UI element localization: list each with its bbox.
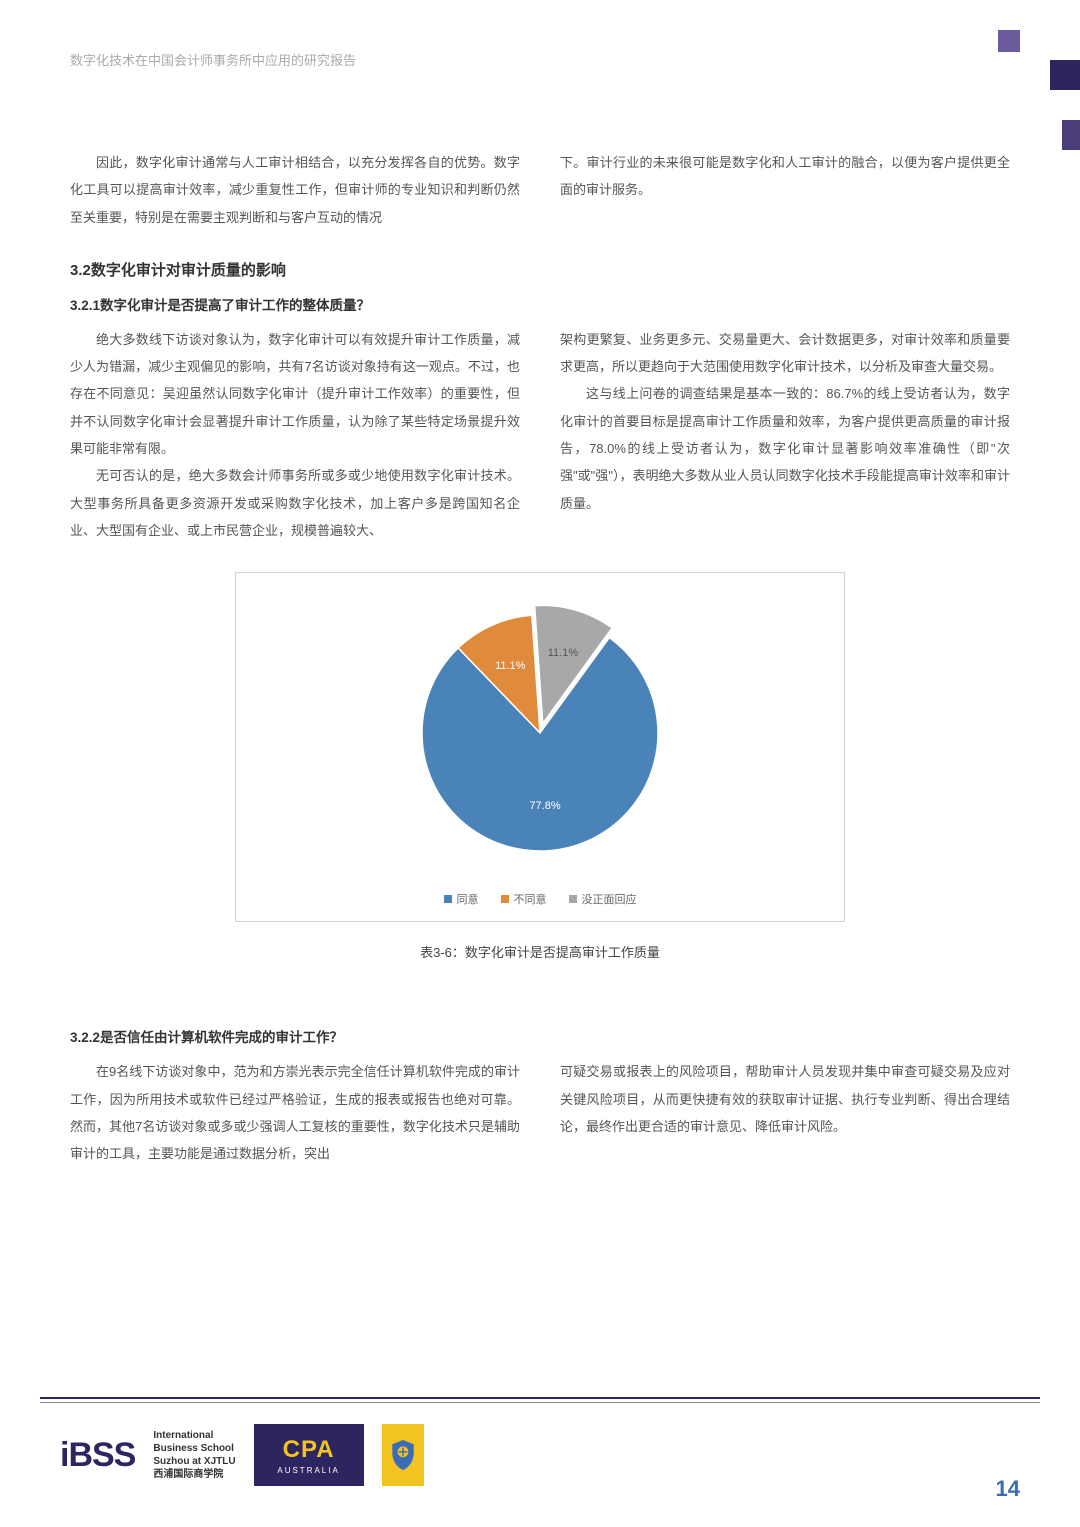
intro-left: 因此，数字化审计通常与人工审计相结合，以充分发挥各自的优势。数字化工具可以提高审… xyxy=(70,149,520,231)
page-header-title: 数字化技术在中国会计师事务所中应用的研究报告 xyxy=(0,0,1080,69)
intro-right: 下。审计行业的未来很可能是数字化和人工审计的融合，以便为客户提供更全面的审计服务… xyxy=(560,149,1010,204)
legend-item: 没正面回应 xyxy=(569,891,637,907)
body-3-2-1-columns: 绝大多数线下访谈对象认为，数字化审计可以有效提升审计工作质量，减少人为错漏，减少… xyxy=(70,326,1010,544)
chart-legend: 同意 不同意 没正面回应 xyxy=(256,891,824,907)
legend-item: 同意 xyxy=(444,891,479,907)
pie-chart-container: 11.1% 11.1% 77.8% 同意 不同意 没正面回应 表3-6：数字化审计是否提… xyxy=(235,572,845,961)
pie-chart: 11.1% 11.1% 77.8% xyxy=(256,595,824,871)
section-3-2-2-heading: 3.2.2是否信任由计算机软件完成的审计工作？ xyxy=(70,1026,1010,1046)
legend-item: 不同意 xyxy=(501,891,547,907)
body-3-2-1-left-p2: 无可否认的是，绝大多数会计师事务所或多或少地使用数字化审计技术。大型事务所具备更… xyxy=(70,462,520,544)
page-number: 14 xyxy=(996,1476,1020,1502)
page-footer: iBSS International Business School Suzho… xyxy=(0,1397,1080,1527)
body-3-2-2-columns: 在9名线下访谈对象中，范为和方崇光表示完全信任计算机软件完成的审计工作，因为所用… xyxy=(70,1058,1010,1167)
ibss-text: International Business School Suzhou at … xyxy=(153,1429,235,1481)
section-3-2-1-heading: 3.2.1数字化审计是否提高了审计工作的整体质量？ xyxy=(70,294,1010,314)
body-3-2-2-left-p1: 在9名线下访谈对象中，范为和方崇光表示完全信任计算机软件完成的审计工作，因为所用… xyxy=(70,1058,520,1167)
body-3-2-1-right-p1: 架构更繁复、业务更多元、交易量更大、会计数据更多，对审计效率和质量要求更高，所以… xyxy=(560,326,1010,381)
svg-text:11.1%: 11.1% xyxy=(548,647,579,659)
corner-decoration xyxy=(1000,30,1080,130)
svg-text:11.1%: 11.1% xyxy=(495,660,526,672)
chart-caption: 表3-6：数字化审计是否提高审计工作质量 xyxy=(235,942,845,961)
section-3-2-heading: 3.2数字化审计对审计质量的影响 xyxy=(70,259,1010,280)
intro-columns: 因此，数字化审计通常与人工审计相结合，以充分发挥各自的优势。数字化工具可以提高审… xyxy=(70,149,1010,231)
shield-icon xyxy=(382,1424,424,1486)
body-3-2-2-right-p1: 可疑交易或报表上的风险项目，帮助审计人员发现并集中审查可疑交易及应对关键风险项目… xyxy=(560,1058,1010,1140)
svg-text:77.8%: 77.8% xyxy=(529,800,560,812)
body-3-2-1-left-p1: 绝大多数线下访谈对象认为，数字化审计可以有效提升审计工作质量，减少人为错漏，减少… xyxy=(70,326,520,462)
body-3-2-1-right-p2: 这与线上问卷的调查结果是基本一致的：86.7%的线上受访者认为，数字化审计的首要… xyxy=(560,380,1010,516)
ibss-logo: iBSS xyxy=(60,1436,135,1475)
cpa-badge: CPA AUSTRALIA xyxy=(254,1424,364,1486)
